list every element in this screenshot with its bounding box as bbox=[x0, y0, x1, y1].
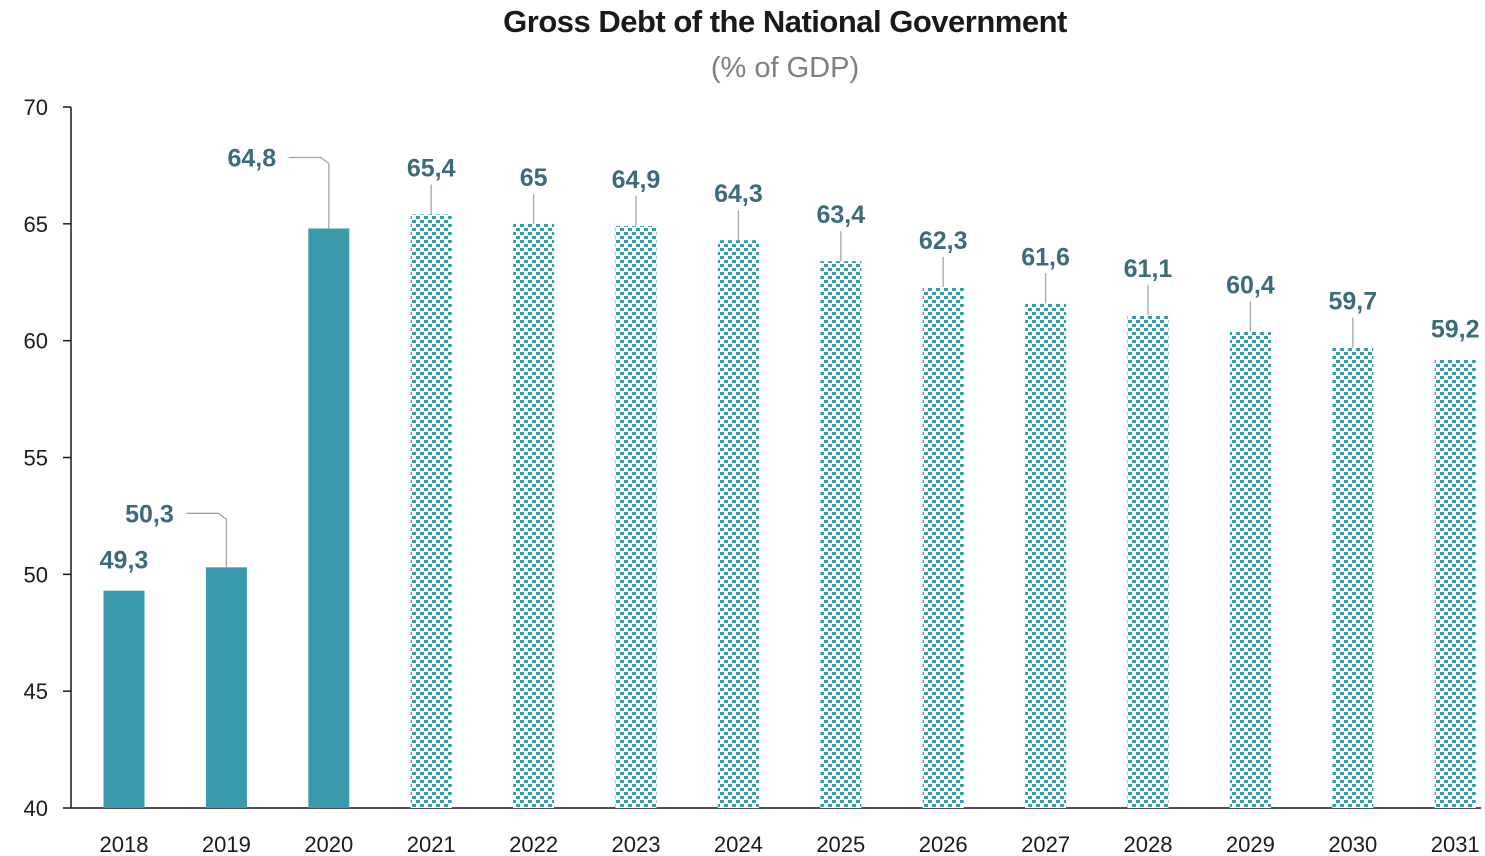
bar-2029 bbox=[1229, 331, 1271, 808]
data-label-2027: 61,6 bbox=[1021, 243, 1070, 271]
y-tick-label: 45 bbox=[24, 679, 48, 704]
chart-subtitle: (% of GDP) bbox=[710, 52, 860, 84]
bar-2020 bbox=[308, 228, 350, 809]
x-tick-label: 2029 bbox=[1226, 832, 1275, 856]
x-tick-label: 2018 bbox=[100, 832, 149, 856]
chart-title: Gross Debt of the National Government bbox=[503, 4, 1067, 39]
bar-2023 bbox=[615, 226, 657, 809]
x-tick-label: 2025 bbox=[816, 832, 865, 856]
bar-2026 bbox=[922, 286, 964, 808]
x-tick-label: 2022 bbox=[509, 832, 558, 856]
data-label-2030: 59,7 bbox=[1328, 288, 1377, 316]
axes-group: 40 45 50 55 60 65 70 2018 2019 2020 2021 2022 2023 20… bbox=[24, 95, 1481, 856]
x-tick-label: 2028 bbox=[1124, 832, 1173, 856]
y-tick-label: 50 bbox=[24, 562, 48, 587]
data-label-2020: 64,8 bbox=[227, 145, 276, 173]
bar-2028 bbox=[1127, 314, 1169, 808]
x-tick-label: 2027 bbox=[1021, 832, 1070, 856]
data-label-2025: 63,4 bbox=[816, 201, 865, 229]
bars-group bbox=[103, 214, 1476, 809]
y-tick-label: 55 bbox=[24, 446, 48, 471]
data-label-2029: 60,4 bbox=[1226, 271, 1275, 299]
x-tick-label: 2021 bbox=[407, 832, 456, 856]
data-label-2026: 62,3 bbox=[919, 227, 968, 255]
data-label-2024: 64,3 bbox=[714, 180, 763, 208]
bar-2027 bbox=[1025, 303, 1067, 808]
bar-2021 bbox=[410, 214, 452, 808]
data-label-2021: 65,4 bbox=[407, 154, 456, 182]
data-label-2022: 65 bbox=[520, 164, 548, 192]
leader-line bbox=[186, 512, 228, 568]
y-tick-label: 70 bbox=[24, 95, 48, 120]
data-label-2028: 61,1 bbox=[1124, 255, 1173, 283]
data-label-2019: 50,3 bbox=[125, 500, 174, 528]
x-tick-label: 2020 bbox=[304, 832, 353, 856]
y-tick-label: 60 bbox=[24, 329, 48, 354]
x-tick-label: 2030 bbox=[1328, 832, 1377, 856]
leader-line bbox=[288, 156, 330, 229]
bar-2024 bbox=[717, 240, 759, 808]
bar-2022 bbox=[513, 223, 555, 809]
y-tick-label: 65 bbox=[24, 212, 48, 237]
data-label-2023: 64,9 bbox=[612, 166, 661, 194]
x-tick-label: 2031 bbox=[1431, 832, 1480, 856]
data-label-2031: 59,2 bbox=[1431, 315, 1480, 343]
y-tick-label: 40 bbox=[24, 796, 48, 821]
x-tick-label: 2019 bbox=[202, 832, 251, 856]
bar-2019 bbox=[205, 567, 247, 808]
data-labels-group: 49,3 50,3 64,8 65,4 65 64,9 64,3 63,4 62,3 61,6 61… bbox=[100, 145, 1480, 575]
bar-2031 bbox=[1434, 359, 1476, 808]
x-tick-label: 2026 bbox=[919, 832, 968, 856]
data-label-2018: 49,3 bbox=[100, 547, 149, 575]
x-tick-label: 2023 bbox=[612, 832, 661, 856]
bar-2025 bbox=[820, 261, 862, 809]
bar-2018 bbox=[103, 590, 145, 808]
bar-2030 bbox=[1332, 347, 1374, 808]
x-tick-label: 2024 bbox=[714, 832, 763, 856]
